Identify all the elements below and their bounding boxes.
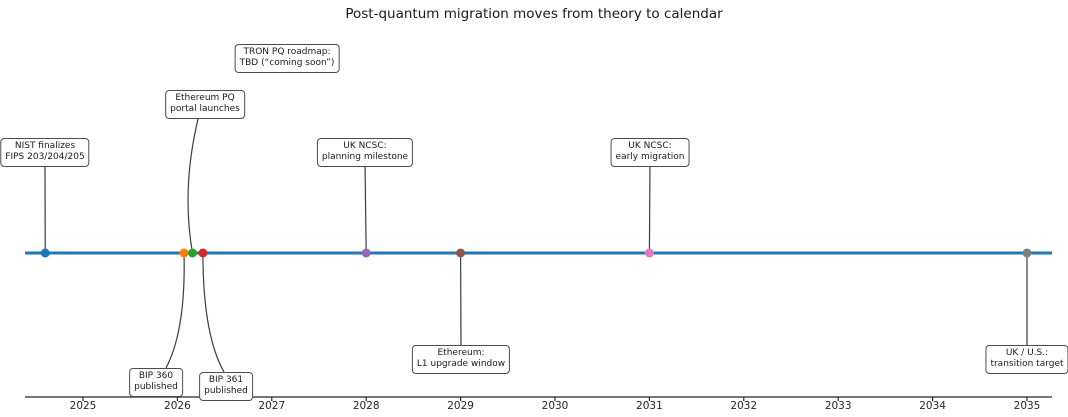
event-dot-nist-fips bbox=[40, 248, 50, 258]
event-dot-bip-361 bbox=[198, 248, 208, 258]
event-label-line: L1 upgrade window bbox=[416, 359, 506, 370]
event-label-ethereum-l1: Ethereum: L1 upgrade window bbox=[411, 345, 511, 374]
event-label-bip-361: BIP 361 published bbox=[199, 372, 253, 401]
event-label-uk-ncsc-planning: UK NCSC: planning milestone bbox=[316, 138, 414, 167]
x-axis-tick-label: 2026 bbox=[164, 400, 191, 412]
x-axis-tick-label: 2035 bbox=[1013, 400, 1041, 412]
event-dot-uk-ncsc-planning bbox=[361, 248, 371, 258]
event-label-line: Ethereum PQ bbox=[175, 93, 235, 103]
event-label-bip-360: BIP 360 published bbox=[129, 368, 183, 397]
event-label-line: FIPS 203/204/205 bbox=[5, 152, 85, 163]
event-label-line: UK NCSC: bbox=[343, 141, 387, 151]
event-label-line: BIP 360 bbox=[138, 371, 174, 381]
event-label-line: portal launches bbox=[170, 104, 240, 115]
chart-title: Post-quantum migration moves from theory… bbox=[345, 6, 723, 22]
event-label-tron-roadmap: TRON PQ roadmap: TBD (“coming soon”) bbox=[234, 44, 340, 73]
event-dot-uk-us-target bbox=[1022, 248, 1032, 258]
event-label-line: early migration bbox=[615, 152, 685, 163]
event-dot-ethereum-l1 bbox=[456, 248, 466, 258]
event-connector-uk-ncsc-planning bbox=[364, 162, 367, 254]
event-connector-ethereum-portal bbox=[187, 114, 200, 254]
event-label-line: UK NCSC: bbox=[628, 141, 672, 151]
event-label-ethereum-portal: Ethereum PQ portal launches bbox=[165, 90, 245, 119]
x-axis-tick-label: 2034 bbox=[919, 400, 946, 412]
event-dot-uk-ncsc-early bbox=[644, 248, 654, 258]
event-label-line: planning milestone bbox=[321, 152, 409, 163]
event-label-line: BIP 361 bbox=[208, 375, 244, 385]
event-label-line: UK / U.S.: bbox=[1005, 348, 1049, 358]
x-axis-tick-label: 2029 bbox=[447, 400, 474, 412]
event-connector-uk-ncsc-early bbox=[648, 162, 651, 254]
event-label-uk-ncsc-early: UK NCSC: early migration bbox=[610, 138, 690, 167]
event-label-line: Ethereum: bbox=[437, 348, 485, 358]
event-label-line: TBD (“coming soon”) bbox=[239, 58, 335, 69]
event-connector-bip-360 bbox=[165, 252, 185, 369]
event-label-line: published bbox=[204, 386, 248, 397]
x-axis-tick-label: 2032 bbox=[730, 400, 758, 412]
x-axis-tick-label: 2030 bbox=[541, 400, 569, 412]
event-label-line: NIST finalizes bbox=[14, 141, 76, 151]
x-axis-tick-label: 2028 bbox=[352, 400, 380, 412]
x-axis-tick-label: 2027 bbox=[258, 400, 286, 412]
x-axis-tick-label: 2025 bbox=[69, 400, 97, 412]
event-label-nist-fips: NIST finalizes FIPS 203/204/205 bbox=[0, 138, 90, 167]
event-dot-ethereum-portal bbox=[188, 248, 198, 258]
event-label-line: transition target bbox=[990, 359, 1064, 370]
event-label-line: published bbox=[134, 382, 178, 393]
event-label-uk-us-target: UK / U.S.: transition target bbox=[985, 345, 1068, 374]
x-axis-tick-label: 2033 bbox=[824, 400, 852, 412]
event-dot-bip-360 bbox=[179, 248, 189, 258]
event-label-line: TRON PQ roadmap: bbox=[243, 47, 331, 57]
event-connector-bip-361 bbox=[202, 252, 225, 373]
x-axis-tick-label: 2031 bbox=[636, 400, 663, 412]
